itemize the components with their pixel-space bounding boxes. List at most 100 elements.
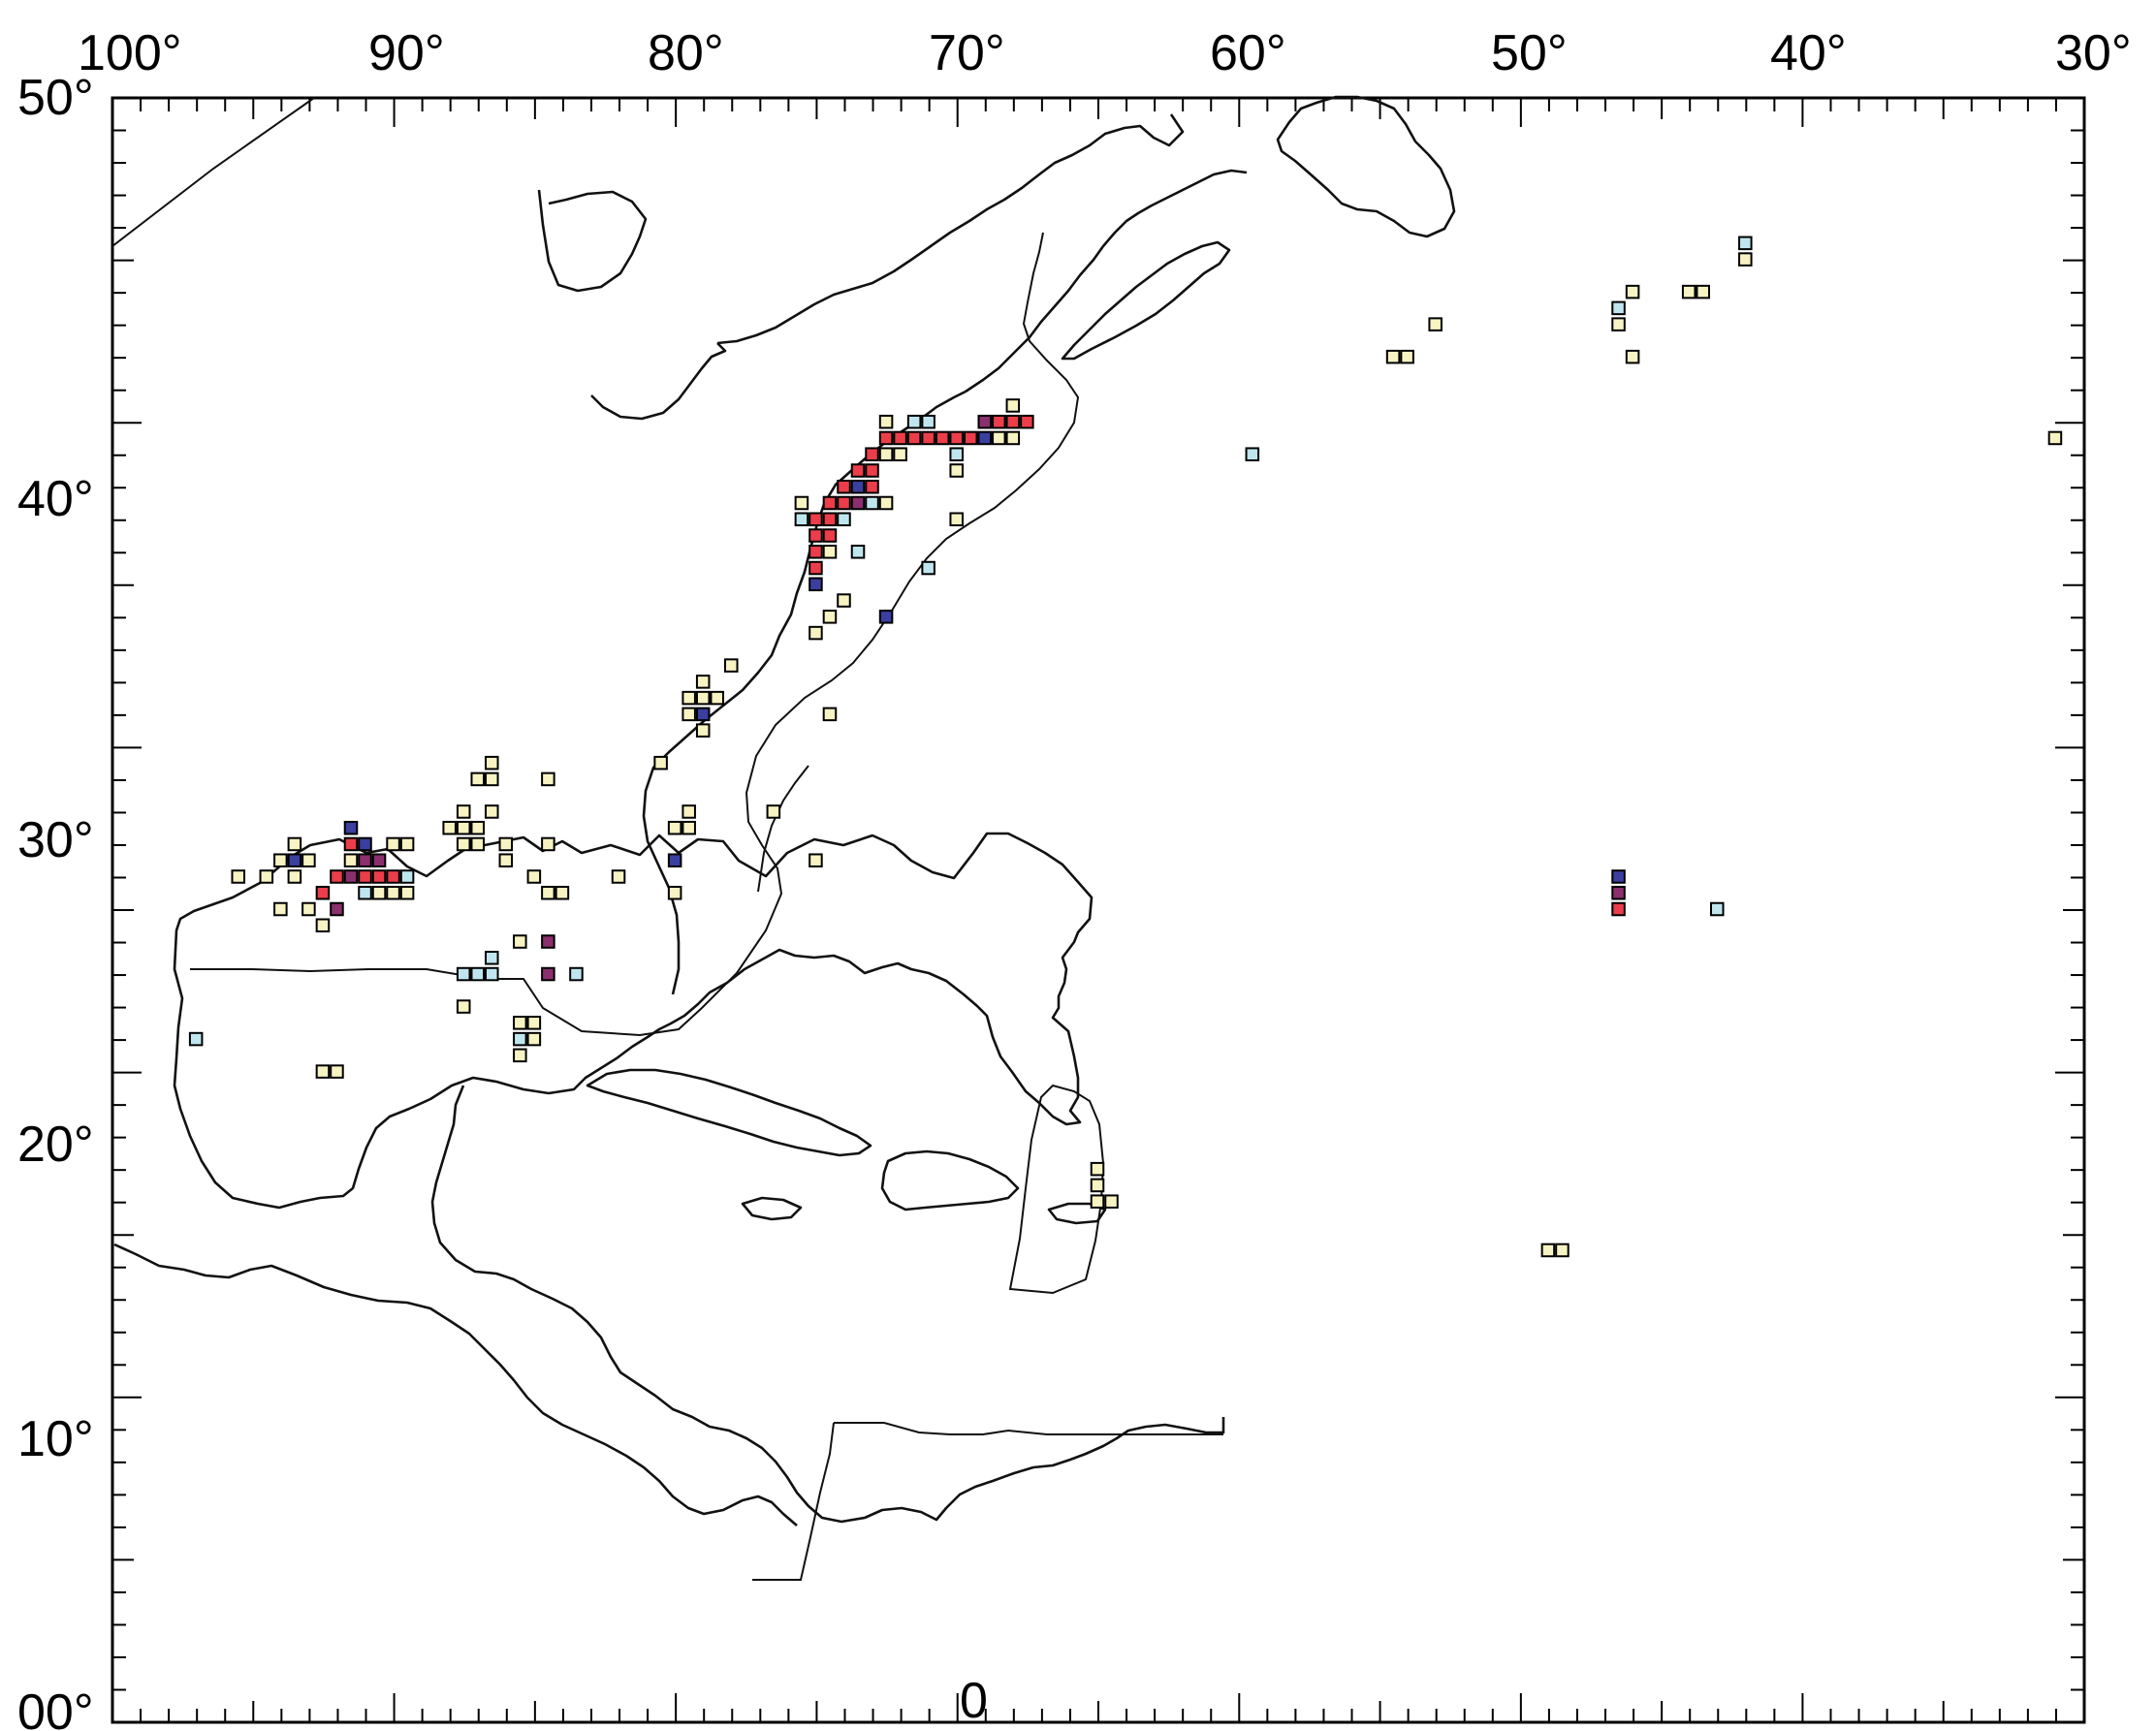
left-label-50: 50° xyxy=(17,70,94,126)
grid-cell-purple xyxy=(330,901,344,917)
grid-cell-red xyxy=(878,430,894,446)
grid-cell-light-blue xyxy=(399,869,415,884)
grid-cell-cream xyxy=(498,836,514,852)
grid-cell-cream xyxy=(822,545,838,559)
grid-cell-cream xyxy=(1385,349,1401,364)
grid-cell-light-blue xyxy=(485,951,499,965)
grid-cell-red xyxy=(963,430,978,446)
grid-cell-cream xyxy=(1681,284,1696,299)
puerto-rico xyxy=(1047,1202,1107,1225)
grid-cell-cream xyxy=(513,1048,527,1063)
grid-cell-red xyxy=(837,479,851,494)
grid-cell-cream xyxy=(893,447,907,461)
grid-cell-cream xyxy=(541,836,555,852)
grid-cell-cream xyxy=(611,869,626,884)
grid-cell-cream xyxy=(485,771,499,787)
grid-cell-red xyxy=(992,414,1006,429)
florida-east-coast xyxy=(642,390,967,995)
grid-cell-red xyxy=(906,430,922,446)
grid-cell-cream xyxy=(1005,398,1021,413)
grid-cell-cream xyxy=(541,885,555,900)
grid-cell-cream xyxy=(456,820,471,835)
grid-cell-purple xyxy=(541,934,555,949)
grid-cell-light-blue xyxy=(794,512,809,527)
grid-cell-cream xyxy=(498,853,514,867)
grid-cell-red xyxy=(935,430,950,446)
grid-cell-cream xyxy=(1555,1243,1569,1258)
grid-cell-red xyxy=(1611,901,1626,917)
grid-cell-cream xyxy=(343,853,359,867)
coastlines xyxy=(113,95,1456,1526)
cuba xyxy=(586,1068,872,1157)
grid-cell-cream xyxy=(513,934,527,949)
grid-cell-cream xyxy=(485,804,499,819)
left-label-20: 20° xyxy=(17,1117,94,1173)
grid-cell-cream xyxy=(878,447,894,461)
grid-cell-purple xyxy=(358,853,372,867)
caribbean-south-boundary xyxy=(834,1422,1223,1435)
grid-cell-cream xyxy=(470,771,486,787)
grid-cell-purple xyxy=(1611,885,1626,900)
grid-cell-cream xyxy=(231,869,246,884)
grid-cell-cream xyxy=(682,690,696,706)
central-america-pacific-coast xyxy=(113,1243,798,1526)
grid-cell-cream xyxy=(526,1031,542,1047)
grid-cell-cream xyxy=(667,885,682,900)
grid-cell-dark-blue xyxy=(287,853,302,867)
grid-cell-cream xyxy=(526,869,542,884)
grid-cell-cream xyxy=(1611,317,1626,331)
grid-cell-cream xyxy=(1625,284,1640,299)
grid-cell-cream xyxy=(555,885,570,900)
grid-cell-light-blue xyxy=(456,966,471,982)
st-lawrence-coast xyxy=(716,113,1185,345)
grid-cell-light-blue xyxy=(1738,236,1753,251)
grid-cell-cream xyxy=(386,885,400,900)
grid-cell-cream xyxy=(399,836,415,852)
grid-cell-light-blue xyxy=(1611,300,1626,316)
grid-cell-cream xyxy=(456,999,471,1014)
grid-cell-red xyxy=(865,479,879,494)
grid-cell-dark-blue xyxy=(878,610,894,624)
grid-cell-cream xyxy=(837,593,851,608)
grid-cell-cream xyxy=(695,690,711,706)
grid-cell-cream xyxy=(710,690,724,706)
grid-cell-red xyxy=(808,545,823,559)
top-label-40: 40° xyxy=(1770,25,1847,81)
grid-cell-dark-blue xyxy=(695,707,711,722)
grid-cell-light-blue xyxy=(470,966,486,982)
grid-cell-cream xyxy=(470,820,486,835)
left-label-30: 30° xyxy=(17,812,94,868)
grid-cell-light-blue xyxy=(837,512,851,527)
grid-cell-cream xyxy=(513,1016,527,1030)
grid-cell-cream xyxy=(653,755,668,771)
grid-cell-cream xyxy=(682,707,696,722)
grid-cell-cream xyxy=(273,901,288,917)
grid-cell-light-blue xyxy=(485,966,499,982)
grid-cell-light-blue xyxy=(906,414,922,429)
grid-cell-red xyxy=(1005,414,1021,429)
grid-cell-cream xyxy=(315,1064,331,1079)
grid-cell-light-blue xyxy=(188,1031,204,1047)
grid-cell-red xyxy=(315,885,331,900)
grid-cell-cream xyxy=(399,885,415,900)
caribbean-west-boundary xyxy=(752,1422,835,1581)
grid-cell-light-blue xyxy=(921,560,935,576)
grid-cell-cream xyxy=(878,414,894,429)
grid-cell-cream xyxy=(1104,1194,1119,1209)
grid-cell-cream xyxy=(695,723,711,738)
left-label-00: 00° xyxy=(17,1684,94,1731)
grid-cell-cream xyxy=(1625,349,1640,364)
grid-cell-cream xyxy=(1400,349,1414,364)
top-label-80: 80° xyxy=(648,25,724,81)
top-label-60: 60° xyxy=(1210,25,1286,81)
grid-cell-cream xyxy=(949,463,964,478)
grid-cell-purple xyxy=(850,495,866,511)
grid-cell-cream xyxy=(386,836,400,852)
bottom-label: 0 xyxy=(960,1673,988,1729)
grid-cell-red xyxy=(921,430,935,446)
grid-cell-light-blue xyxy=(1709,901,1725,917)
nova-scotia xyxy=(1061,240,1231,361)
grid-cell-red xyxy=(808,560,823,576)
grid-cell-dark-blue xyxy=(667,853,682,867)
